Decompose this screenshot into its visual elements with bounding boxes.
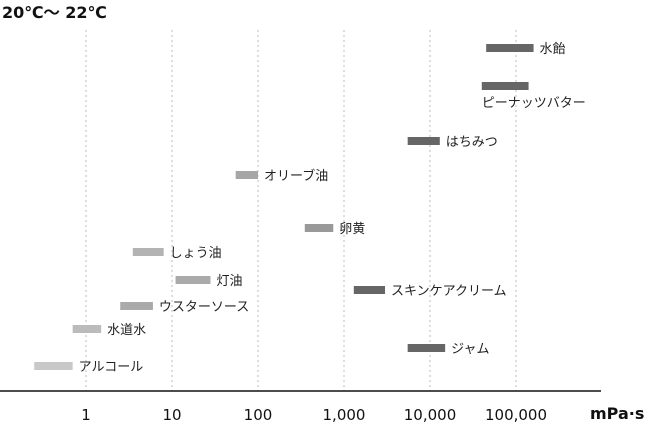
bar-label-2: はちみつ <box>446 135 498 150</box>
bar-2 <box>407 137 440 145</box>
bar-label-6: 灯油 <box>216 274 242 289</box>
bar-label-1: ピーナッツバター <box>482 96 586 111</box>
bar-label-3: オリーブ油 <box>264 168 328 184</box>
x-tick-label-0: 1 <box>81 406 91 424</box>
bar-7 <box>120 302 153 310</box>
bar-label-5: しょう油 <box>170 246 222 261</box>
bar-4 <box>304 224 334 232</box>
x-tick-label-3: 1,000 <box>323 406 366 424</box>
bar-10 <box>407 344 446 352</box>
x-tick-label-5: 100,000 <box>485 406 547 424</box>
bar-5 <box>132 248 164 256</box>
bar-8 <box>353 286 386 294</box>
bar-label-10: ジャム <box>451 342 489 357</box>
bar-9 <box>72 325 102 333</box>
chart-title: 20℃〜 22℃ <box>2 3 107 22</box>
x-axis-unit: mPa·s <box>590 404 644 423</box>
bars <box>34 44 534 370</box>
bar-3 <box>235 171 258 179</box>
bar-label-11: アルコール <box>79 360 144 375</box>
x-tick-label-4: 10,000 <box>404 406 457 424</box>
gridlines <box>85 30 517 391</box>
x-tick-label-2: 100 <box>244 406 273 424</box>
bar-6 <box>175 276 211 284</box>
bar-label-7: ウスターソース <box>159 300 249 315</box>
x-tick-label-1: 10 <box>162 406 181 424</box>
bar-0 <box>486 44 534 52</box>
bar-label-4: 卵黄 <box>339 222 365 237</box>
bar-label-9: 水道水 <box>107 323 146 338</box>
bar-label-0: 水飴 <box>540 42 566 57</box>
bar-11 <box>34 362 73 370</box>
bar-1 <box>481 82 529 90</box>
bar-label-8: スキンケアクリーム <box>391 284 507 299</box>
x-tick-labels: 1 10 100 1,000 10,000 100,000 <box>81 406 547 424</box>
